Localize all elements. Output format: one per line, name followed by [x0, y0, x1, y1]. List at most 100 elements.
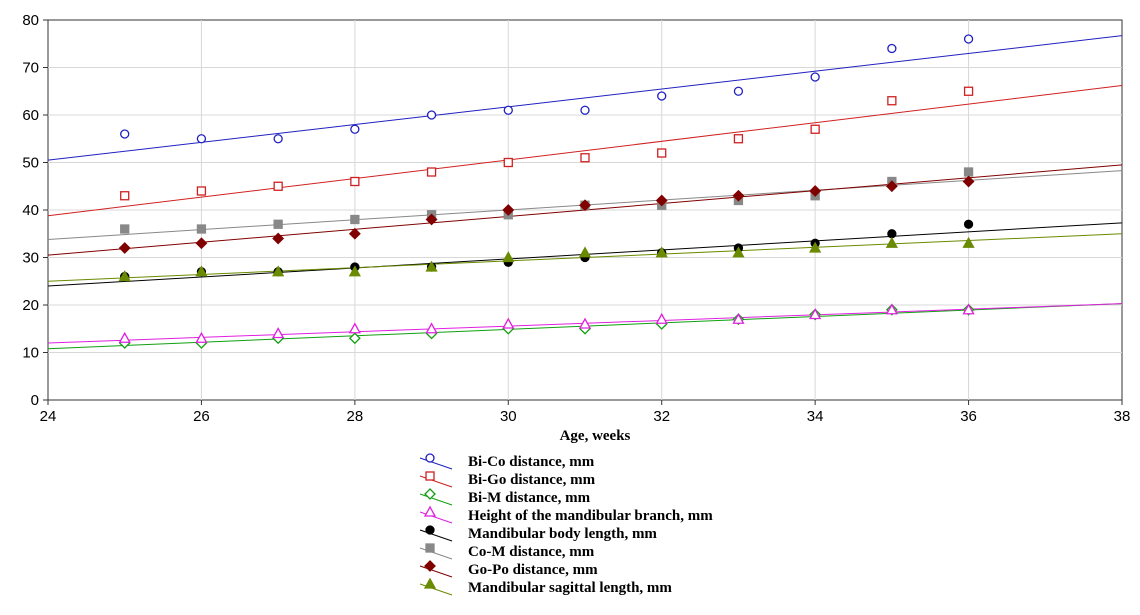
- legend-label-6: Go-Po distance, mm: [468, 562, 598, 578]
- legend-label-3: Height of the mandibular branch, mm: [468, 508, 713, 524]
- data-point-series-3: [885, 303, 898, 315]
- data-point-series-6: [962, 175, 975, 188]
- data-point-series-6: [272, 232, 285, 245]
- legend: Bi-Co distance, mm Bi-Go distance, mm Bi-M…: [419, 453, 713, 596]
- data-point-series-6: [195, 237, 208, 250]
- data-point-series-1: [887, 96, 897, 106]
- y-tick-label: 0: [31, 392, 39, 409]
- data-point-series-7: [118, 270, 131, 282]
- legend-label-1: Bi-Go distance, mm: [468, 472, 596, 488]
- data-point-series-7: [962, 236, 975, 248]
- data-point-series-0: [273, 134, 283, 144]
- data-point-series-0: [350, 124, 360, 134]
- data-point-series-0: [657, 91, 667, 101]
- data-point-series-7: [732, 246, 745, 258]
- legend-marker-7: [423, 577, 437, 589]
- legend-marker-3: [423, 505, 437, 517]
- legend-marker-5: [425, 543, 435, 553]
- legend-marker-6: [424, 560, 436, 572]
- y-tick-label: 60: [22, 107, 39, 124]
- data-point-series-6: [885, 180, 898, 193]
- data-point-series-6: [809, 185, 822, 197]
- fit-line-series-0: [47, 35, 1123, 161]
- data-point-series-1: [350, 176, 360, 187]
- data-point-series-3: [962, 303, 975, 315]
- x-tick-label: 34: [807, 408, 824, 425]
- data-point-series-3: [118, 331, 131, 343]
- data-point-series-0: [733, 86, 744, 96]
- data-point-series-2: [348, 332, 361, 345]
- x-tick-label: 38: [1114, 408, 1131, 425]
- data-point-series-7: [425, 260, 438, 272]
- data-point-series-3: [732, 312, 745, 324]
- x-tick-label: 24: [40, 408, 57, 425]
- data-point-series-3: [425, 322, 438, 334]
- data-point-series-7: [655, 246, 668, 258]
- data-point-series-7: [272, 265, 285, 277]
- x-tick-label: 30: [500, 408, 517, 425]
- plot-area: [47, 19, 1123, 401]
- data-point-series-1: [503, 157, 513, 168]
- legend-label-2: Bi-M distance, mm: [468, 490, 591, 506]
- data-point-series-5: [963, 167, 974, 177]
- data-point-series-1: [733, 134, 744, 144]
- data-point-series-6: [502, 204, 515, 216]
- data-point-series-3: [655, 312, 668, 324]
- data-point-series-5: [273, 219, 283, 229]
- legend-marker-0: [425, 453, 435, 463]
- x-axis-title: Age, weeks: [560, 428, 631, 444]
- y-axis-ticks: 0 10 20 30 40 50 60 70 80: [22, 12, 48, 409]
- x-axis-ticks: 24 26 28 30 32 34 36 38: [40, 400, 1131, 425]
- data-point-series-0: [120, 129, 130, 139]
- data-point-series-7: [348, 265, 361, 277]
- legend-line-7: [419, 583, 453, 596]
- data-point-series-1: [657, 148, 667, 158]
- data-point-series-6: [348, 227, 361, 240]
- data-point-series-3: [195, 331, 208, 343]
- legend-line-5: [419, 547, 453, 560]
- data-point-series-6: [118, 242, 131, 254]
- data-point-series-0: [426, 110, 437, 120]
- data-point-series-7: [578, 246, 592, 258]
- legend-line-4: [419, 529, 453, 542]
- data-point-series-4: [963, 219, 974, 229]
- y-tick-label: 20: [22, 297, 39, 314]
- y-tick-label: 40: [22, 202, 39, 219]
- legend-line-2: [419, 493, 453, 506]
- data-point-series-3: [348, 322, 361, 334]
- data-point-series-3: [272, 327, 285, 339]
- legend-line-3: [419, 511, 453, 524]
- data-point-series-7: [195, 265, 208, 277]
- data-point-series-1: [963, 86, 974, 96]
- data-point-series-7: [809, 241, 822, 253]
- data-point-series-6: [732, 189, 745, 202]
- data-point-series-0: [196, 134, 207, 144]
- data-point-series-6: [425, 213, 438, 226]
- legend-marker-4: [425, 525, 435, 535]
- data-point-series-3: [578, 317, 592, 329]
- y-tick-label: 30: [22, 250, 39, 267]
- data-point-series-7: [885, 236, 898, 248]
- data-point-series-6: [579, 199, 591, 212]
- data-point-series-1: [273, 181, 283, 191]
- data-point-series-5: [120, 224, 130, 234]
- data-point-series-0: [810, 72, 820, 82]
- y-tick-label: 50: [22, 155, 39, 172]
- x-tick-label: 32: [653, 408, 670, 425]
- legend-line-6: [419, 565, 453, 578]
- data-point-series-5: [350, 214, 360, 225]
- legend-label-5: Co-M distance, mm: [468, 544, 595, 560]
- data-point-series-5: [196, 224, 207, 234]
- data-points: [118, 34, 975, 349]
- legend-label-4: Mandibular body length, mm: [468, 526, 657, 542]
- data-point-series-0: [580, 105, 590, 115]
- x-tick-label: 36: [960, 408, 977, 425]
- legend-label-0: Bi-Co distance, mm: [468, 454, 595, 470]
- data-point-series-1: [580, 153, 590, 163]
- data-point-series-1: [426, 167, 437, 177]
- data-point-series-1: [196, 186, 207, 196]
- data-point-series-7: [502, 251, 515, 263]
- data-point-series-1: [810, 124, 820, 134]
- x-tick-label: 26: [193, 408, 210, 425]
